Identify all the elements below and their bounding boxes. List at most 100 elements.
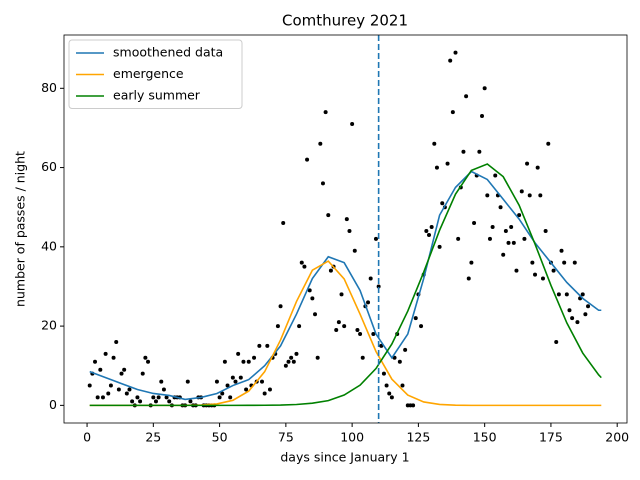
data-point	[185, 379, 190, 384]
data-point	[153, 399, 158, 404]
data-point	[320, 181, 325, 186]
data-point	[143, 355, 148, 360]
x-tick-label: 125	[406, 430, 430, 445]
data-point	[114, 339, 119, 344]
data-point	[302, 264, 307, 269]
data-point	[106, 391, 111, 396]
data-point	[461, 149, 466, 154]
data-point	[511, 240, 516, 245]
data-point	[283, 363, 288, 368]
data-point	[323, 110, 328, 115]
data-point	[151, 395, 156, 400]
data-point	[543, 228, 548, 233]
data-point	[138, 399, 143, 404]
legend-label: smoothened data	[113, 45, 223, 60]
data-point	[130, 399, 135, 404]
data-point	[487, 236, 492, 241]
data-point	[464, 94, 469, 99]
data-point	[156, 395, 161, 400]
data-point	[278, 304, 283, 309]
data-point	[164, 395, 169, 400]
data-point	[257, 343, 262, 348]
data-point	[318, 141, 323, 146]
data-point	[477, 149, 482, 154]
data-point	[559, 248, 564, 253]
x-tick-label: 0	[83, 430, 91, 445]
data-point	[575, 320, 580, 325]
data-point	[265, 343, 270, 348]
data-point	[381, 371, 386, 376]
data-point	[230, 375, 235, 380]
data-point	[567, 308, 572, 313]
data-point	[347, 228, 352, 233]
data-point	[466, 276, 471, 281]
data-point	[514, 268, 519, 273]
data-point	[469, 260, 474, 265]
x-tick-label: 100	[340, 430, 364, 445]
y-axis-label: number of passes / night	[13, 151, 28, 307]
data-point	[352, 248, 357, 253]
data-point	[119, 371, 124, 376]
data-point	[501, 252, 506, 257]
data-point	[220, 391, 225, 396]
data-point	[122, 367, 127, 372]
data-point	[286, 359, 291, 364]
x-tick-label: 200	[605, 430, 629, 445]
line	[89, 170, 602, 401]
data-point	[480, 114, 485, 119]
data-point	[315, 355, 320, 360]
line	[89, 163, 602, 407]
data-point	[540, 276, 545, 281]
data-point	[350, 121, 355, 126]
data-point	[108, 383, 113, 388]
data-point	[297, 324, 302, 329]
data-point	[437, 244, 442, 249]
data-point	[389, 395, 394, 400]
data-point	[299, 260, 304, 265]
data-point	[100, 395, 105, 400]
y-tick-label: 80	[41, 80, 57, 95]
data-point	[135, 395, 140, 400]
data-point	[291, 359, 296, 364]
legend-label: early summer	[113, 88, 201, 103]
data-point	[111, 355, 116, 360]
data-point	[98, 367, 103, 372]
data-point	[424, 228, 429, 233]
line	[89, 260, 602, 407]
data-point	[564, 292, 569, 297]
data-point	[355, 328, 360, 333]
data-point	[445, 161, 450, 166]
data-point	[551, 268, 556, 273]
chart-title: Comthurey 2021	[282, 12, 408, 30]
data-point	[440, 201, 445, 206]
data-point	[519, 189, 524, 194]
data-point	[262, 391, 267, 396]
data-point	[334, 328, 339, 333]
data-point	[294, 351, 299, 356]
data-point	[397, 359, 402, 364]
data-point	[358, 332, 363, 337]
x-tick-label: 75	[278, 430, 294, 445]
data-point	[530, 260, 535, 265]
data-point	[392, 355, 397, 360]
data-point	[214, 379, 219, 384]
data-point	[222, 359, 227, 364]
data-point	[373, 236, 378, 241]
data-point	[448, 58, 453, 63]
data-point	[310, 296, 315, 301]
data-point	[161, 387, 166, 392]
data-point	[426, 232, 431, 237]
data-point	[366, 300, 371, 305]
data-point	[411, 403, 416, 408]
legend: smoothened data emergence early summer	[68, 39, 243, 109]
data-point	[260, 379, 265, 384]
data-point	[419, 324, 424, 329]
data-point	[535, 165, 540, 170]
data-point	[159, 379, 164, 384]
data-point	[305, 157, 310, 162]
data-point	[562, 260, 567, 265]
data-point	[116, 387, 121, 392]
data-point	[376, 284, 381, 289]
data-point	[241, 359, 246, 364]
data-point	[384, 383, 389, 388]
